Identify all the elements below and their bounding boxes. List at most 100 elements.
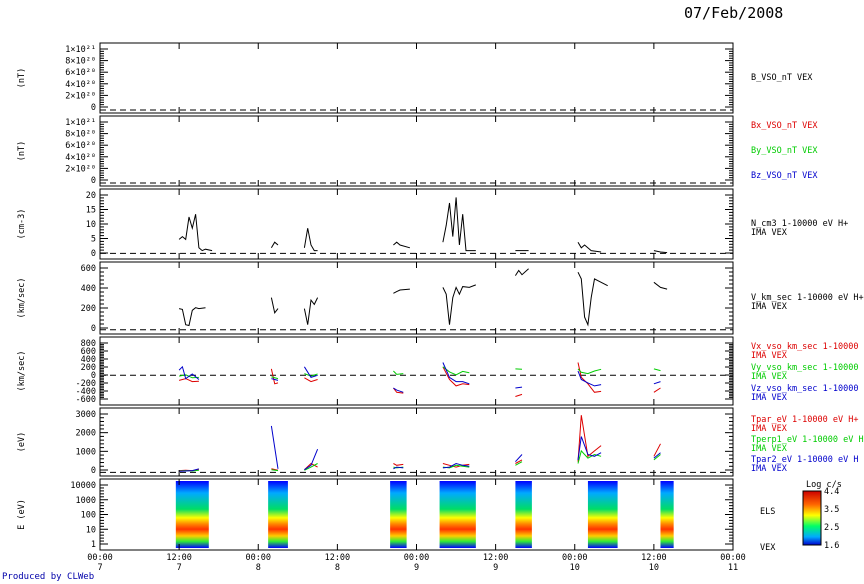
- y-axis-label: (nT): [17, 141, 27, 161]
- panel-3: 20 15 10 5 0 (cm-3) N_cm3 1-10000 eV H+IMA VEX: [17, 188, 848, 260]
- panel-4: 600 400 200 0 (km/sec) V_km_sec 1-10000 eV H+…: [17, 261, 864, 335]
- y-tick-label: 400: [81, 355, 96, 365]
- series-line: [653, 454, 661, 461]
- y-axis-label: E (eV): [17, 499, 27, 530]
- y-tick-label: 1000: [76, 447, 96, 457]
- series-label: Bz_VSO_nT VEX: [751, 171, 818, 181]
- series-line: [515, 393, 523, 397]
- y-tick-label: 2×10²⁰: [65, 164, 96, 174]
- y-tick-label: 10000: [70, 481, 96, 491]
- y-tick-label: 6×10²⁰: [65, 68, 96, 78]
- series-label: Vx_vso_km_sec 1-10000: [751, 342, 858, 352]
- series-line: [304, 463, 318, 471]
- series-line: [515, 461, 523, 466]
- x-tick-day: 8: [335, 563, 340, 573]
- series-line: [303, 297, 319, 325]
- series-label: Tperp1_eV 1-10000 eV H: [751, 435, 864, 445]
- y-tick-label: 4×10²⁰: [65, 153, 96, 163]
- y-tick-label: 0: [91, 249, 96, 259]
- series-sublabel: IMA VEX: [751, 444, 788, 454]
- panel-frame: [99, 115, 734, 187]
- series-line: [653, 250, 668, 254]
- series-line: [577, 415, 602, 462]
- x-tick-day: 8: [256, 563, 261, 573]
- spectrogram-band: [175, 481, 209, 548]
- x-tick-time: 00:00: [245, 553, 271, 563]
- y-tick-label: -200: [76, 379, 96, 389]
- series-line: [515, 454, 523, 463]
- y-tick-label: 10: [86, 525, 96, 535]
- series-line: [653, 387, 661, 393]
- series-label: Vz_vso_km_sec 1-10000: [751, 384, 858, 394]
- y-tick-label: 400: [81, 284, 96, 294]
- series-sublabel: IMA VEX: [751, 351, 788, 361]
- series-line: [514, 268, 529, 276]
- y-tick-label: -600: [76, 395, 96, 405]
- colorbar-tick-label: 4.4: [824, 487, 839, 497]
- series-line: [442, 362, 470, 385]
- series-line: [577, 370, 602, 387]
- series-line: [442, 366, 470, 376]
- series-line: [393, 466, 404, 470]
- x-tick-day: 7: [177, 563, 182, 573]
- x-tick-day: 9: [414, 563, 419, 573]
- series-sublabel: IMA VEX: [751, 393, 788, 403]
- y-tick-label: 600: [81, 347, 96, 357]
- y-tick-label: 8×10²⁰: [65, 57, 96, 67]
- series-label: Tpar_eV 1-10000 eV H+: [751, 415, 858, 425]
- x-tick-time: 00:00: [87, 553, 113, 563]
- y-tick-label: 1: [91, 540, 96, 550]
- panel-frame: [99, 407, 734, 477]
- series-sublabel: IMA VEX: [751, 464, 788, 474]
- y-tick-label: 100: [81, 511, 96, 521]
- x-tick-time: 00:00: [720, 553, 746, 563]
- y-tick-label: 0: [91, 176, 96, 186]
- x-tick-time: 00:00: [404, 553, 430, 563]
- series-line: [270, 425, 279, 469]
- series-line: [271, 469, 279, 472]
- series-line: [393, 370, 404, 375]
- y-tick-label: 200: [81, 363, 96, 373]
- right-label: ELS: [760, 507, 775, 517]
- y-tick-label: 0: [91, 103, 96, 113]
- series-line: [393, 241, 411, 249]
- colorbar-title: Log c/s: [806, 480, 842, 490]
- x-tick-time: 12:00: [166, 553, 192, 563]
- panel-frame: [99, 336, 734, 406]
- y-tick-label: -400: [76, 387, 96, 397]
- spectrogram-band: [660, 481, 674, 548]
- y-tick-label: 3000: [76, 410, 96, 420]
- y-tick-label: 1×10²¹: [65, 118, 96, 128]
- series-line: [393, 288, 410, 294]
- series-line: [577, 436, 602, 460]
- series-line: [577, 362, 602, 393]
- y-tick-label: 1000: [76, 496, 96, 506]
- y-tick-label: 2×10²⁰: [65, 91, 96, 101]
- panel-frame: [99, 261, 734, 335]
- series-line: [653, 281, 668, 290]
- series-line: [270, 368, 279, 385]
- series-line: [515, 386, 523, 389]
- series-line: [515, 459, 523, 464]
- colorbar: [802, 490, 822, 546]
- y-tick-label: 2000: [76, 429, 96, 439]
- series-line: [393, 387, 404, 394]
- colorbar-tick-label: 3.5: [824, 505, 839, 515]
- series-label: N_cm3 1-10000 eV H+: [751, 219, 848, 229]
- y-tick-label: 200: [81, 304, 96, 314]
- series-line: [653, 381, 661, 385]
- series-line: [179, 468, 200, 472]
- panel-frame: [99, 42, 734, 114]
- y-tick-label: 0: [91, 371, 96, 381]
- y-tick-label: 800: [81, 339, 96, 349]
- x-tick-day: 7: [97, 563, 102, 573]
- y-tick-label: 1×10²¹: [65, 45, 96, 55]
- series-line: [577, 368, 602, 375]
- series-line: [271, 376, 279, 380]
- y-axis-label: (km/sec): [17, 278, 27, 319]
- y-tick-label: 5: [91, 235, 96, 245]
